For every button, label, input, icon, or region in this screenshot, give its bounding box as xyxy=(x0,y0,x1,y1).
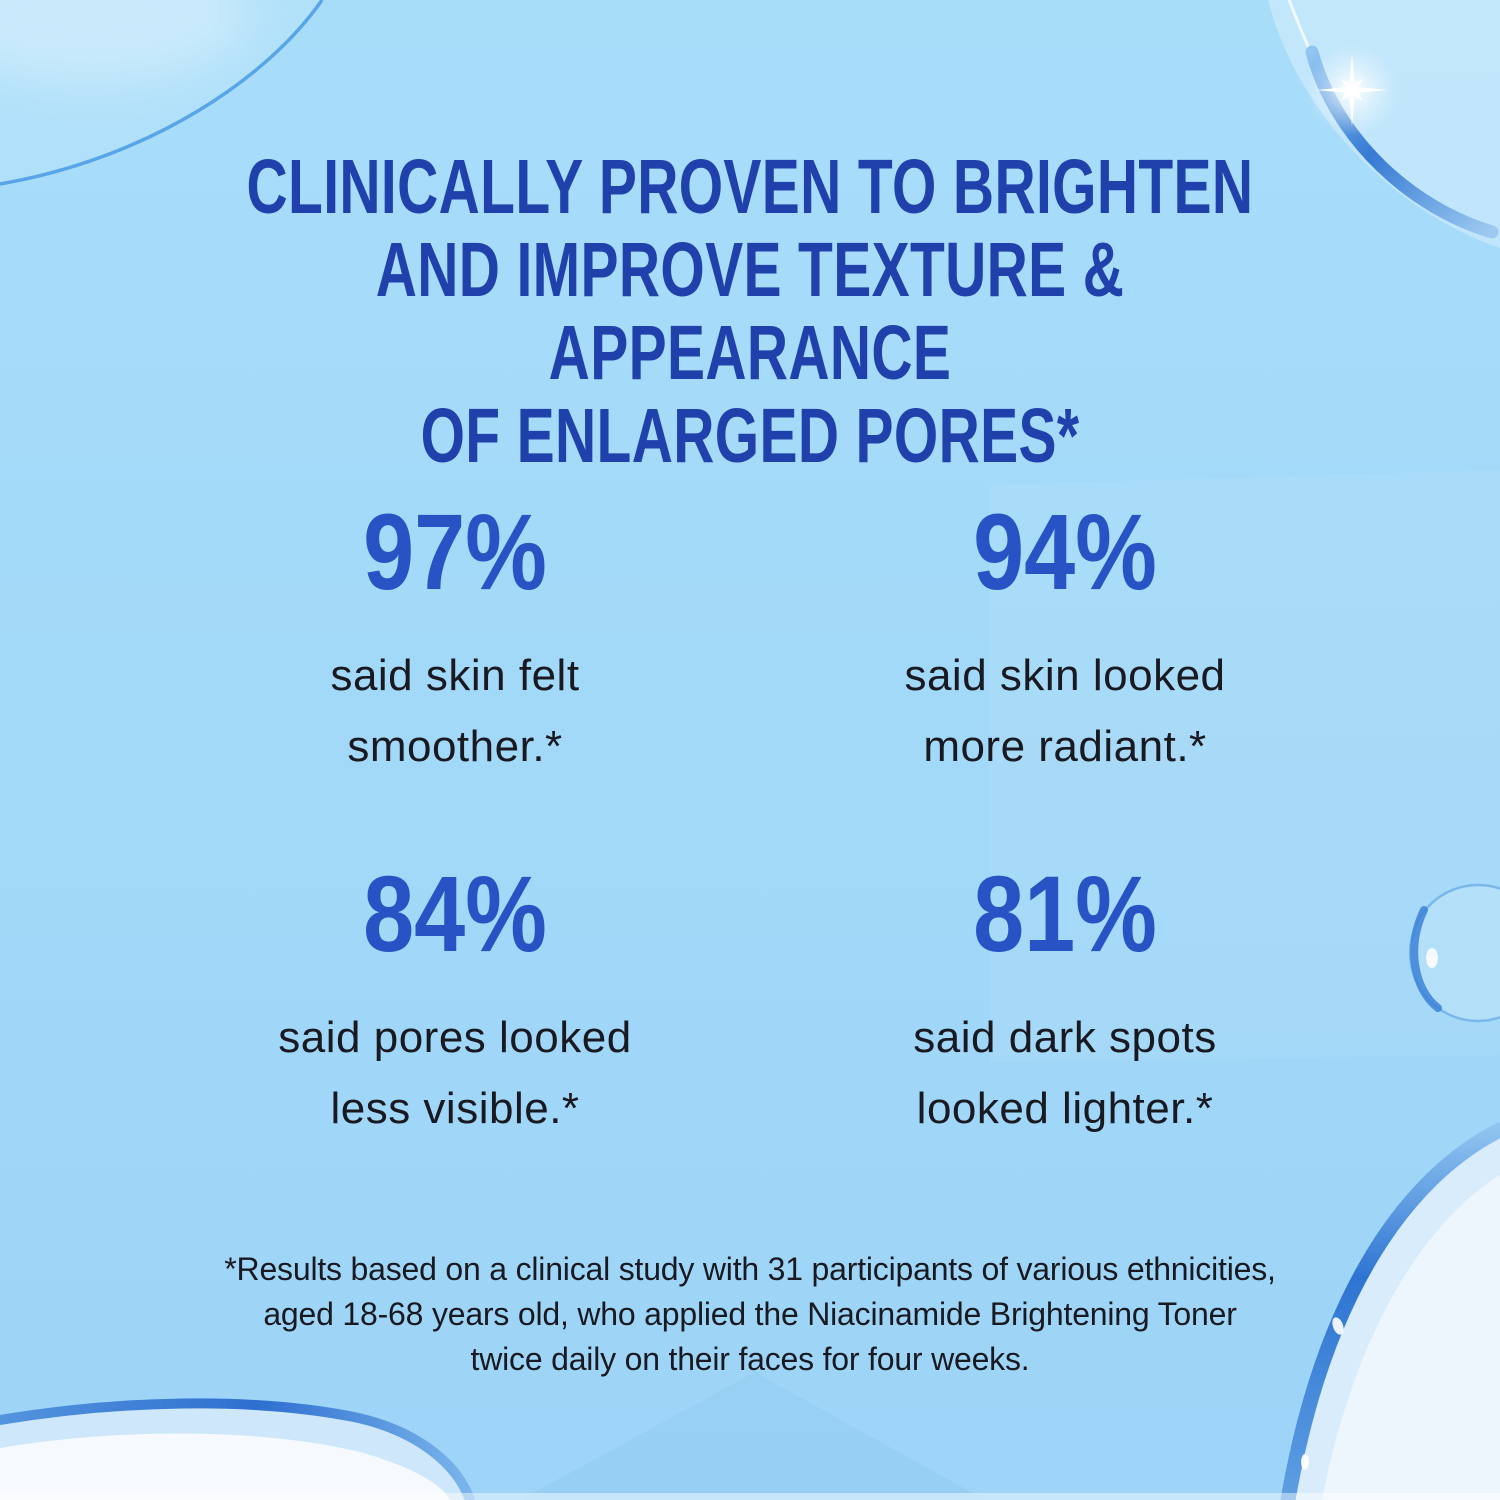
stat-caption: said skin felt smoother.* xyxy=(150,640,760,782)
droplet-edge-icon xyxy=(1280,1122,1500,1500)
stats-grid: 97% said skin felt smoother.* 94% said s… xyxy=(150,498,1370,1222)
bottom-edge-highlight xyxy=(0,1493,1500,1500)
bubble-arc-icon xyxy=(0,0,324,186)
stat-value: 94% xyxy=(973,491,1157,612)
stat-caption-line: looked lighter.* xyxy=(916,1084,1214,1133)
headline-line-2: AND IMPROVE TEXTURE & APPEARANCE xyxy=(375,227,1125,396)
headline-line-3: OF ENLARGED PORES* xyxy=(420,393,1080,479)
stat-value: 81% xyxy=(973,853,1157,974)
droplet-wave-icon xyxy=(0,1398,475,1500)
bubble-icon xyxy=(1408,883,1500,1023)
footnote-line-2: aged 18-68 years old, who applied the Ni… xyxy=(263,1296,1237,1332)
stat-block-dark-spots: 81% said dark spots looked lighter.* xyxy=(760,860,1370,1222)
footnote-line-1: *Results based on a clinical study with … xyxy=(224,1251,1276,1287)
stat-caption-line: smoother.* xyxy=(347,722,563,771)
stat-value: 97% xyxy=(363,491,547,612)
footnote-line-3: twice daily on their faces for four week… xyxy=(470,1341,1030,1377)
stat-caption-line: said dark spots xyxy=(913,1013,1217,1062)
stat-block-radiant: 94% said skin looked more radiant.* xyxy=(760,498,1370,860)
stat-block-pores: 84% said pores looked less visible.* xyxy=(150,860,760,1222)
stat-caption-line: less visible.* xyxy=(330,1084,580,1133)
stat-caption-line: said skin looked xyxy=(904,651,1226,700)
sparkle-star-icon xyxy=(1316,54,1388,126)
stat-block-smoother: 97% said skin felt smoother.* xyxy=(150,498,760,860)
stat-caption: said pores looked less visible.* xyxy=(150,1002,760,1144)
stat-caption-line: said skin felt xyxy=(330,651,580,700)
stat-caption: said dark spots looked lighter.* xyxy=(760,1002,1370,1144)
droplet-sparkle-icon xyxy=(1268,0,1500,248)
stat-caption-line: said pores looked xyxy=(278,1013,632,1062)
headline: CLINICALLY PROVEN TO BRIGHTEN AND IMPROV… xyxy=(195,146,1305,478)
stat-caption-line: more radiant.* xyxy=(923,722,1207,771)
faint-droplet-shadow xyxy=(520,470,1500,1500)
headline-line-1: CLINICALLY PROVEN TO BRIGHTEN xyxy=(246,144,1254,230)
stat-value: 84% xyxy=(363,853,547,974)
stat-caption: said skin looked more radiant.* xyxy=(760,640,1370,782)
footnote: *Results based on a clinical study with … xyxy=(0,1247,1500,1382)
